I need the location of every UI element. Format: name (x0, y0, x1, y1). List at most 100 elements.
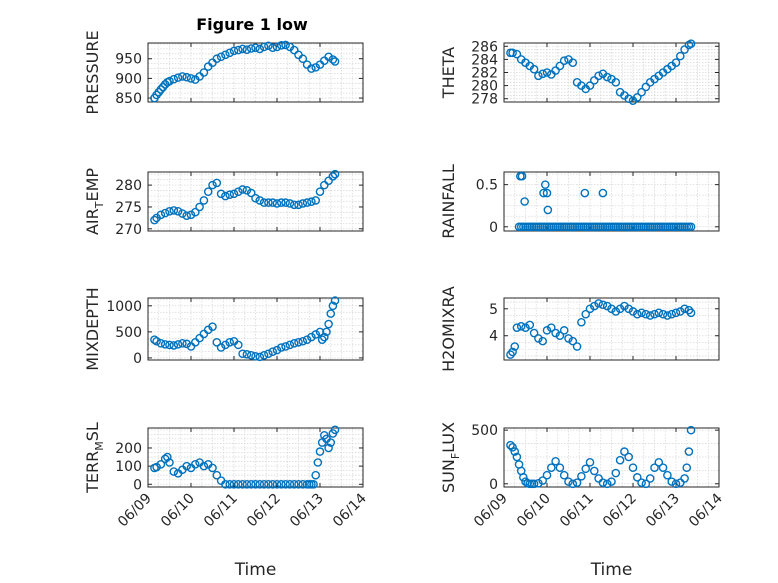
data-point (178, 339, 187, 348)
data-point (547, 323, 556, 332)
x-tick-label: 06/14 (330, 490, 370, 530)
data-point (568, 336, 578, 346)
data-point (268, 479, 278, 489)
data-point (259, 479, 269, 489)
data-point (233, 187, 243, 196)
data-point (319, 332, 329, 342)
y-tick-label: 900 (115, 71, 142, 87)
data-point (319, 180, 329, 190)
data-point (281, 40, 290, 50)
data-point (186, 210, 196, 220)
data-point (508, 443, 517, 452)
data-point (156, 210, 166, 220)
data-point (542, 68, 552, 77)
data-point (216, 52, 226, 62)
y-axis-label: TERRMSL (83, 422, 106, 494)
data-point (229, 189, 239, 199)
data-point (229, 479, 239, 489)
data-point (585, 458, 595, 467)
data-point (178, 209, 187, 218)
axes-box (147, 427, 364, 488)
data-point (156, 339, 166, 348)
data-point (276, 198, 286, 207)
data-point (289, 45, 299, 55)
data-point (190, 460, 200, 469)
data-point (568, 58, 578, 67)
y-tick-label: 0 (489, 477, 498, 493)
data-point (547, 70, 556, 79)
x-tick-label: 06/09 (115, 491, 155, 531)
data-point (156, 85, 166, 94)
data-point (330, 425, 340, 435)
data-point (150, 335, 159, 344)
data-point (264, 349, 273, 359)
data-point (326, 309, 336, 318)
data-point (671, 479, 681, 489)
data-point (221, 50, 230, 60)
data-point (272, 42, 282, 52)
data-point (572, 478, 582, 488)
x-tick-label: 06/13 (287, 491, 327, 531)
data-point (225, 48, 234, 58)
data-point (559, 326, 569, 335)
y-tick-label: 0 (489, 220, 498, 236)
data-point (559, 470, 569, 480)
data-point (233, 45, 243, 55)
data-point (272, 345, 282, 355)
data-point (641, 82, 651, 92)
data-point (572, 342, 582, 351)
y-tick-label: 280 (115, 178, 142, 194)
data-point (173, 340, 183, 349)
data-point (534, 71, 543, 81)
data-point (302, 198, 312, 207)
data-point (233, 479, 243, 489)
y-axis-label: RAINFALL (439, 164, 458, 239)
y-tick-label: 270 (115, 222, 142, 238)
data-point (251, 352, 260, 361)
data-point (581, 464, 591, 474)
x-axis-label: Time (234, 560, 277, 580)
data-point (212, 337, 222, 347)
data-point (264, 479, 273, 489)
x-tick-label: 06/13 (643, 491, 683, 531)
data-point (686, 425, 696, 435)
data-point (251, 479, 260, 489)
x-tick-label: 06/09 (471, 491, 511, 531)
data-point (577, 471, 586, 481)
data-point (508, 48, 517, 58)
y-tick-label: 280 (471, 79, 498, 95)
data-point (590, 76, 599, 85)
data-point (298, 54, 308, 64)
data-point (160, 208, 170, 218)
data-point (326, 438, 336, 447)
data-point (510, 342, 520, 351)
data-point (272, 199, 282, 208)
data-point (272, 479, 282, 489)
x-tick-label: 06/14 (686, 490, 726, 530)
axes-box (503, 297, 720, 361)
data-point (671, 58, 681, 67)
data-point (212, 470, 222, 480)
y-tick-label: 950 (115, 52, 142, 68)
data-point (686, 222, 696, 232)
data-point (289, 479, 299, 489)
data-point (276, 343, 286, 352)
axes-box (503, 427, 720, 488)
data-point (328, 172, 338, 181)
data-point (555, 331, 565, 341)
y-tick-label: 0 (133, 477, 142, 493)
data-point (676, 478, 685, 488)
data-point (309, 479, 318, 489)
data-point (577, 317, 586, 327)
data-point (580, 188, 590, 198)
data-point (238, 185, 247, 194)
y-tick-label: 282 (471, 66, 498, 82)
data-point (598, 300, 608, 310)
data-point (637, 478, 646, 488)
data-point (607, 304, 616, 314)
data-point (551, 66, 560, 75)
data-point (671, 308, 681, 318)
data-point (315, 327, 325, 337)
data-point (152, 462, 161, 472)
data-point (620, 447, 629, 456)
